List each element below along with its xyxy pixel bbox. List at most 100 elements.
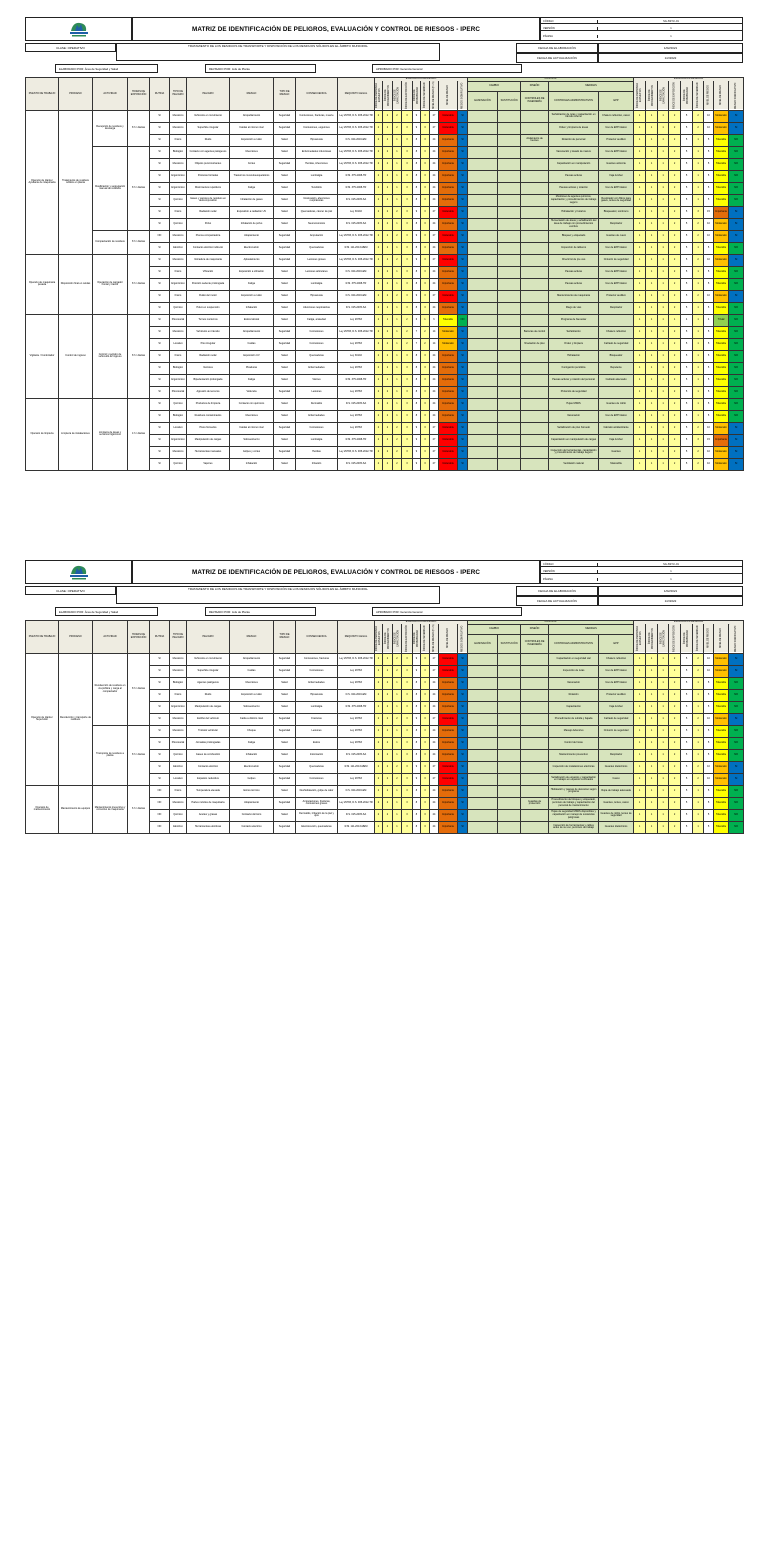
cell-riesgo: Picaduras (229, 361, 274, 375)
column-header: RIESGO (229, 77, 274, 111)
cell-risk-level: Intolerable (438, 229, 458, 243)
cell-control-sustitucion (497, 301, 522, 315)
cell-residual-index: 5 (680, 205, 694, 219)
cell-evaluation-index: 2 (382, 301, 393, 315)
cell-residual-index: 1 (645, 433, 659, 447)
cell-actividad: Operación de cargador frontal y tractor (92, 253, 128, 315)
cell-residual-significance: NO (728, 301, 745, 315)
cell-residual-index: 5 (680, 652, 694, 666)
cell-residual-risk-level: Trivial (713, 313, 730, 327)
cell-requisito-legal: Ley 29783, D.S. 005-2012-TR (337, 325, 375, 339)
column-header: CONSECUENCIA (295, 620, 338, 654)
cell-requisito-legal: Ley 29783 (337, 421, 375, 435)
cell-residual-index: 1 (633, 313, 647, 327)
cell-residual-index: 1 (645, 121, 659, 135)
cell-evaluation-index: 2 (374, 676, 383, 690)
cell-evaluation-index: 3 (420, 457, 430, 471)
cell-evaluation-index: 2 (392, 109, 402, 123)
cell-consecuencia: Hipoacusia (295, 289, 338, 303)
cell-peligro: Pisos húmedos (186, 421, 230, 435)
cell-control-epp: Uso de EPP básico (598, 265, 635, 279)
cell-residual-index: 1 (645, 205, 659, 219)
cell-consecuencia: Contusiones (295, 325, 338, 339)
cell-control-eliminacion (467, 784, 499, 798)
cell-control-epp: Respirador (598, 301, 635, 315)
cell-residual-risk-level: Tolerable (713, 796, 730, 810)
cell-residual-risk-level: Tolerable (713, 397, 730, 411)
cell-evaluation-index: 3 (420, 109, 430, 123)
cell-control-sustitucion (497, 133, 522, 147)
cell-control-epp: Chaleco reflectivo (598, 652, 635, 666)
cell-residual-index: 1 (692, 265, 705, 279)
cell-evaluation-index: 3 (420, 301, 430, 315)
cell-requisito-legal: Ley 29783, D.S. 005-2012-TR (337, 121, 375, 135)
cell-control-administrativos: Inspección de instalaciones eléctricas (548, 760, 600, 774)
cell-residual-index: 1 (692, 133, 705, 147)
cell-evaluation-index: 8 (412, 169, 421, 183)
cell-control-ingenieria (520, 676, 550, 690)
cell-residual-index: 5 (680, 289, 694, 303)
cell-risk-level: Importante (438, 301, 458, 315)
cell-control-sustitucion (497, 760, 522, 774)
cell-horas: 8 h / diarias (127, 109, 150, 147)
cell-significance: NO (456, 313, 469, 327)
cell-evaluation-index: 2 (374, 736, 383, 750)
cell-control-sustitucion (497, 265, 522, 279)
cell-residual-risk-level: Tolerable (713, 361, 730, 375)
cell-peligro: Prensa compactadora (186, 229, 230, 243)
cell-tipo-peligro: Químico (169, 808, 187, 822)
cell-residual-index: 1 (657, 688, 670, 702)
cell-risk-score: 24 (429, 133, 439, 147)
cell-control-epp: Uso de EPP básico (598, 145, 635, 159)
cell-risk-score: 24 (429, 181, 439, 195)
cell-evaluation-index: 9 (412, 421, 421, 435)
cell-rutina: SI (149, 433, 170, 447)
cell-residual-index: 5 (680, 277, 694, 291)
table-row: SI Químico Gases de combustión Inhalación Sa… (26, 748, 745, 762)
cell-tipo-peligro: Mecánico (169, 109, 187, 123)
cell-requisito-legal: Ley 29783, D.S. 005-2012-TR (337, 229, 375, 243)
cell-evaluation-index: 2 (374, 289, 383, 303)
cell-significance: SI (456, 712, 469, 726)
cell-residual-index: 1 (645, 820, 659, 834)
cell-actividad: Transporte de residuos a planta (92, 724, 128, 786)
cell-tipo-peligro: Eléctrico (169, 241, 187, 255)
control-subgroup-header: DISEÑO (520, 623, 550, 636)
cell-tipo-peligro: Ergonómico (169, 373, 187, 387)
cell-residual-index: 2 (692, 445, 705, 459)
cell-control-eliminacion (467, 325, 499, 339)
cell-tipo-peligro: Psicosocial (169, 736, 187, 750)
cell-residual-index: 2 (668, 445, 682, 459)
signature-text: APROBADO POR: Gerencia General (376, 609, 423, 614)
cell-rutina: SI (149, 676, 170, 690)
evaluation-column-header: ÍNDICE DE PROCEDIMIENTOS (382, 81, 393, 111)
cell-control-epp: Uso de EPP básico (598, 277, 635, 291)
cell-peligro: Agresión de terceros (186, 385, 230, 399)
cell-evaluation-index: 2 (382, 724, 393, 738)
cell-residual-index: 1 (657, 796, 670, 810)
cell-evaluation-index: 3 (420, 121, 430, 135)
cell-proceso: Disposición final en celdas (58, 253, 93, 315)
evaluation-column-header: RIESGO SIGNIFICATIVO (457, 624, 468, 654)
cell-peligro: Tránsito vehicular (186, 724, 230, 738)
cell-control-eliminacion (467, 193, 499, 207)
cell-residual-significance: NO (728, 373, 745, 387)
cell-control-ingenieria (520, 652, 550, 666)
cell-residual-index: 1 (692, 724, 705, 738)
cell-residual-index: 1 (633, 712, 647, 726)
cell-evaluation-index: 3 (420, 265, 430, 279)
iperc-page: MATRIZ DE IDENTIFICACIÓN DE PELIGROS, EV… (25, 555, 745, 1555)
cell-residual-index: 2 (668, 796, 682, 810)
cell-tipo-peligro: Ergonómico (169, 277, 187, 291)
cell-residual-risk-level: Tolerable (713, 193, 730, 207)
cell-evaluation-index: 3 (420, 217, 430, 231)
cell-residual-score: 5 (703, 724, 715, 738)
cell-residual-index: 1 (692, 241, 705, 255)
cell-residual-index: 1 (657, 349, 670, 363)
control-subgroup-header: DISEÑO (520, 80, 550, 93)
cell-control-epp: Casco (598, 772, 635, 786)
code-label: VERSIÓN (541, 26, 598, 31)
cell-peligro: Piso irregular (186, 337, 230, 351)
cell-residual-significance: NO (728, 313, 745, 327)
cell-residual-index: 5 (680, 457, 694, 471)
